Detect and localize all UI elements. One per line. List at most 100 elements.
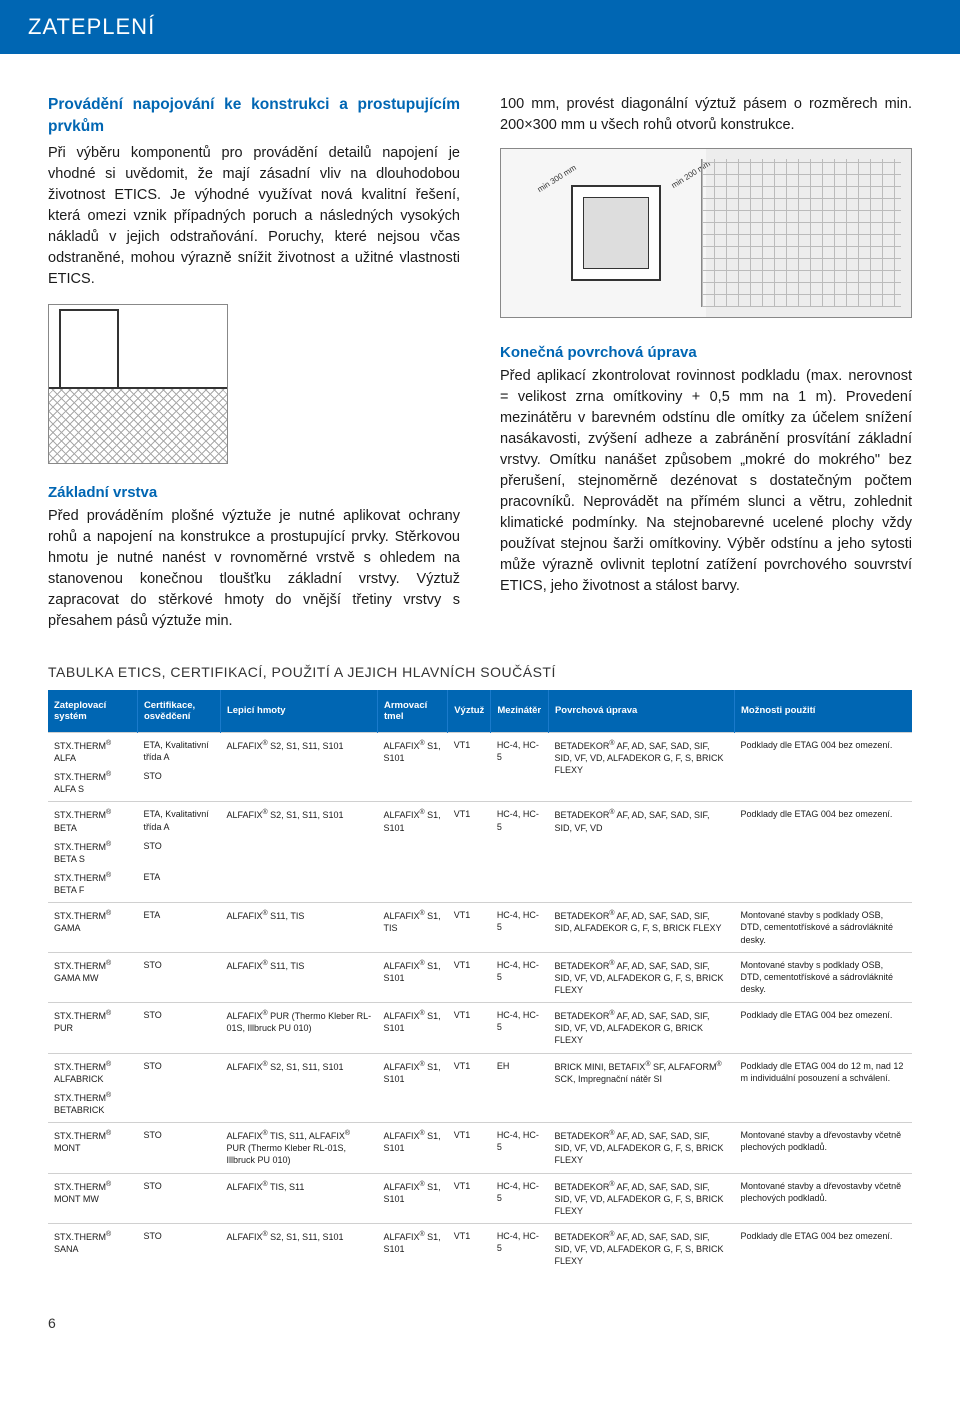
paragraph-2: Před prováděním plošné výztuže je nutné … bbox=[48, 506, 460, 632]
cell-lep: ALFAFIX® S2, S1, S11, S101 bbox=[220, 1223, 377, 1273]
cell-vy: VT1 bbox=[448, 802, 491, 903]
table-header-cell: Mezinátěr bbox=[491, 690, 549, 733]
cell-vy: VT1 bbox=[448, 732, 491, 802]
cell-arm: ALFAFIX® S1, S101 bbox=[377, 732, 447, 802]
table-section: TABULKA ETICS, CERTIFIKACÍ, POUŽITÍ A JE… bbox=[0, 664, 960, 1304]
cell-system: STX.THERM® MONT MW bbox=[48, 1173, 137, 1223]
cell-system: STX.THERM® ALFABRICK bbox=[48, 1053, 137, 1091]
cell-vy: VT1 bbox=[448, 952, 491, 1002]
cell-moz: Podklady dle ETAG 004 bez omezení. bbox=[735, 1003, 913, 1053]
cell-pov: BETADEKOR® AF, AD, SAF, SAD, SIF, SID, V… bbox=[548, 732, 734, 802]
cell-lep: ALFAFIX® S2, S1, S11, S101 bbox=[220, 1053, 377, 1123]
cell-lep: ALFAFIX® S11, TIS bbox=[220, 903, 377, 952]
cell-lep: ALFAFIX® PUR (Thermo Kleber RL-01S, Illb… bbox=[220, 1003, 377, 1053]
table-header-cell: Zateplovací systém bbox=[48, 690, 137, 733]
page-number: 6 bbox=[0, 1303, 960, 1355]
cell-pov: BETADEKOR® AF, AD, SAF, SAD, SIF, SID, V… bbox=[548, 1123, 734, 1173]
cell-cert: STO bbox=[137, 952, 220, 1002]
cell-pov: BETADEKOR® AF, AD, SAF, SAD, SIF, SID, V… bbox=[548, 1173, 734, 1223]
cell-pov: BETADEKOR® AF, AD, SAF, SAD, SIF, SID, V… bbox=[548, 802, 734, 903]
etics-table: Zateplovací systémCertifikace, osvědčení… bbox=[48, 690, 912, 1274]
diagram-window bbox=[571, 185, 661, 281]
cell-cert: ETA, Kvalitativní třída A bbox=[137, 732, 220, 770]
cell-lep: ALFAFIX® TIS, S11 bbox=[220, 1173, 377, 1223]
cell-cert bbox=[137, 1091, 220, 1123]
section-heading-r1: Konečná povrchová úprava bbox=[500, 342, 912, 364]
table-header-cell: Povrchová úprava bbox=[548, 690, 734, 733]
table-row: STX.THERM® BETAETA, Kvalitativní třída A… bbox=[48, 802, 912, 840]
cell-cert: STO bbox=[137, 1123, 220, 1173]
cell-cert: STO bbox=[137, 1003, 220, 1053]
cell-cert: STO bbox=[137, 840, 220, 871]
cell-arm: ALFAFIX® S1, S101 bbox=[377, 1003, 447, 1053]
header-title: ZATEPLENÍ bbox=[28, 14, 155, 39]
page-header: ZATEPLENÍ bbox=[0, 0, 960, 54]
table-row: STX.THERM® ALFAETA, Kvalitativní třída A… bbox=[48, 732, 912, 770]
cell-mez: HC-4, HC-5 bbox=[491, 1003, 549, 1053]
cell-moz: Podklady dle ETAG 004 bez omezení. bbox=[735, 732, 913, 802]
cell-mez: HC-4, HC-5 bbox=[491, 903, 549, 952]
section-heading-2: Základní vrstva bbox=[48, 482, 460, 504]
cell-arm: ALFAFIX® S1, S101 bbox=[377, 1053, 447, 1123]
table-title: TABULKA ETICS, CERTIFIKACÍ, POUŽITÍ A JE… bbox=[48, 664, 912, 680]
cell-moz: Podklady dle ETAG 004 bez omezení. bbox=[735, 802, 913, 903]
table-header-cell: Možnosti použití bbox=[735, 690, 913, 733]
table-row: STX.THERM® MONTSTOALFAFIX® TIS, S11, ALF… bbox=[48, 1123, 912, 1173]
cell-mez: HC-4, HC-5 bbox=[491, 802, 549, 903]
cell-vy: VT1 bbox=[448, 1173, 491, 1223]
cell-pov: BETADEKOR® AF, AD, SAF, SAD, SIF, SID, V… bbox=[548, 1223, 734, 1273]
cell-cert: STO bbox=[137, 1223, 220, 1273]
cell-cert: ETA, Kvalitativní třída A bbox=[137, 802, 220, 840]
cell-lep: ALFAFIX® S11, TIS bbox=[220, 952, 377, 1002]
table-header-cell: Výztuž bbox=[448, 690, 491, 733]
cell-pov: BETADEKOR® AF, AD, SAF, SAD, SIF, SID, V… bbox=[548, 952, 734, 1002]
cell-mez: HC-4, HC-5 bbox=[491, 952, 549, 1002]
cell-pov: BETADEKOR® AF, AD, SAF, SAD, SIF, SID, V… bbox=[548, 1003, 734, 1053]
cell-system: STX.THERM® BETA bbox=[48, 802, 137, 840]
cell-system: STX.THERM® SANA bbox=[48, 1223, 137, 1273]
cell-cert: STO bbox=[137, 770, 220, 802]
diagram-corner-grid bbox=[701, 159, 901, 307]
cell-mez: HC-4, HC-5 bbox=[491, 1123, 549, 1173]
cell-arm: ALFAFIX® S1, S101 bbox=[377, 1223, 447, 1273]
cell-system: STX.THERM® PUR bbox=[48, 1003, 137, 1053]
cell-moz: Montované stavby a dřevostavby včetně pl… bbox=[735, 1123, 913, 1173]
cell-cert: STO bbox=[137, 1173, 220, 1223]
cell-arm: ALFAFIX® S1, S101 bbox=[377, 1123, 447, 1173]
cell-lep: ALFAFIX® S2, S1, S11, S101 bbox=[220, 802, 377, 903]
cell-arm: ALFAFIX® S1, TIS bbox=[377, 903, 447, 952]
table-header-cell: Certifikace, osvědčení bbox=[137, 690, 220, 733]
cell-moz: Montované stavby s podklady OSB, DTD, ce… bbox=[735, 903, 913, 952]
cell-system: STX.THERM® BETA F bbox=[48, 871, 137, 903]
table-row: STX.THERM® MONT MWSTOALFAFIX® TIS, S11AL… bbox=[48, 1173, 912, 1223]
table-header-cell: Lepicí hmoty bbox=[220, 690, 377, 733]
cell-pov: BETADEKOR® AF, AD, SAF, SAD, SIF, SID, A… bbox=[548, 903, 734, 952]
cell-lep: ALFAFIX® S2, S1, S11, S101 bbox=[220, 732, 377, 802]
table-header-cell: Armovací tmel bbox=[377, 690, 447, 733]
paragraph-r0: 100 mm, provést diagonální výztuž pásem … bbox=[500, 94, 912, 136]
cell-cert: STO bbox=[137, 1053, 220, 1091]
cell-arm: ALFAFIX® S1, S101 bbox=[377, 802, 447, 903]
diagram-window-corner: min 300 mm min 200 mm bbox=[500, 148, 912, 318]
table-row: STX.THERM® GAMA MWSTOALFAFIX® S11, TISAL… bbox=[48, 952, 912, 1002]
table-row: STX.THERM® SANASTOALFAFIX® S2, S1, S11, … bbox=[48, 1223, 912, 1273]
cell-system: STX.THERM® BETA S bbox=[48, 840, 137, 871]
table-row: STX.THERM® PURSTOALFAFIX® PUR (Thermo Kl… bbox=[48, 1003, 912, 1053]
cell-mez: HC-4, HC-5 bbox=[491, 732, 549, 802]
cell-mez: HC-4, HC-5 bbox=[491, 1223, 549, 1273]
cell-pov: BRICK MINI, BETAFIX® SF, ALFAFORM® SCK, … bbox=[548, 1053, 734, 1123]
cell-system: STX.THERM® ALFA S bbox=[48, 770, 137, 802]
cell-moz: Podklady dle ETAG 004 do 12 m, nad 12 m … bbox=[735, 1053, 913, 1123]
cell-system: STX.THERM® ALFA bbox=[48, 732, 137, 770]
cell-system: STX.THERM® MONT bbox=[48, 1123, 137, 1173]
cell-mez: HC-4, HC-5 bbox=[491, 1173, 549, 1223]
cell-moz: Podklady dle ETAG 004 bez omezení. bbox=[735, 1223, 913, 1273]
cell-system: STX.THERM® GAMA bbox=[48, 903, 137, 952]
paragraph-1: Při výběru komponentů pro provádění deta… bbox=[48, 143, 460, 290]
left-column: Provádění napojování ke konstrukci a pro… bbox=[48, 94, 460, 644]
section-heading-1: Provádění napojování ke konstrukci a pro… bbox=[48, 94, 460, 139]
main-content: Provádění napojování ke konstrukci a pro… bbox=[0, 54, 960, 664]
cell-vy: VT1 bbox=[448, 1053, 491, 1123]
cell-cert: ETA bbox=[137, 871, 220, 903]
table-row: STX.THERM® GAMAETAALFAFIX® S11, TISALFAF… bbox=[48, 903, 912, 952]
